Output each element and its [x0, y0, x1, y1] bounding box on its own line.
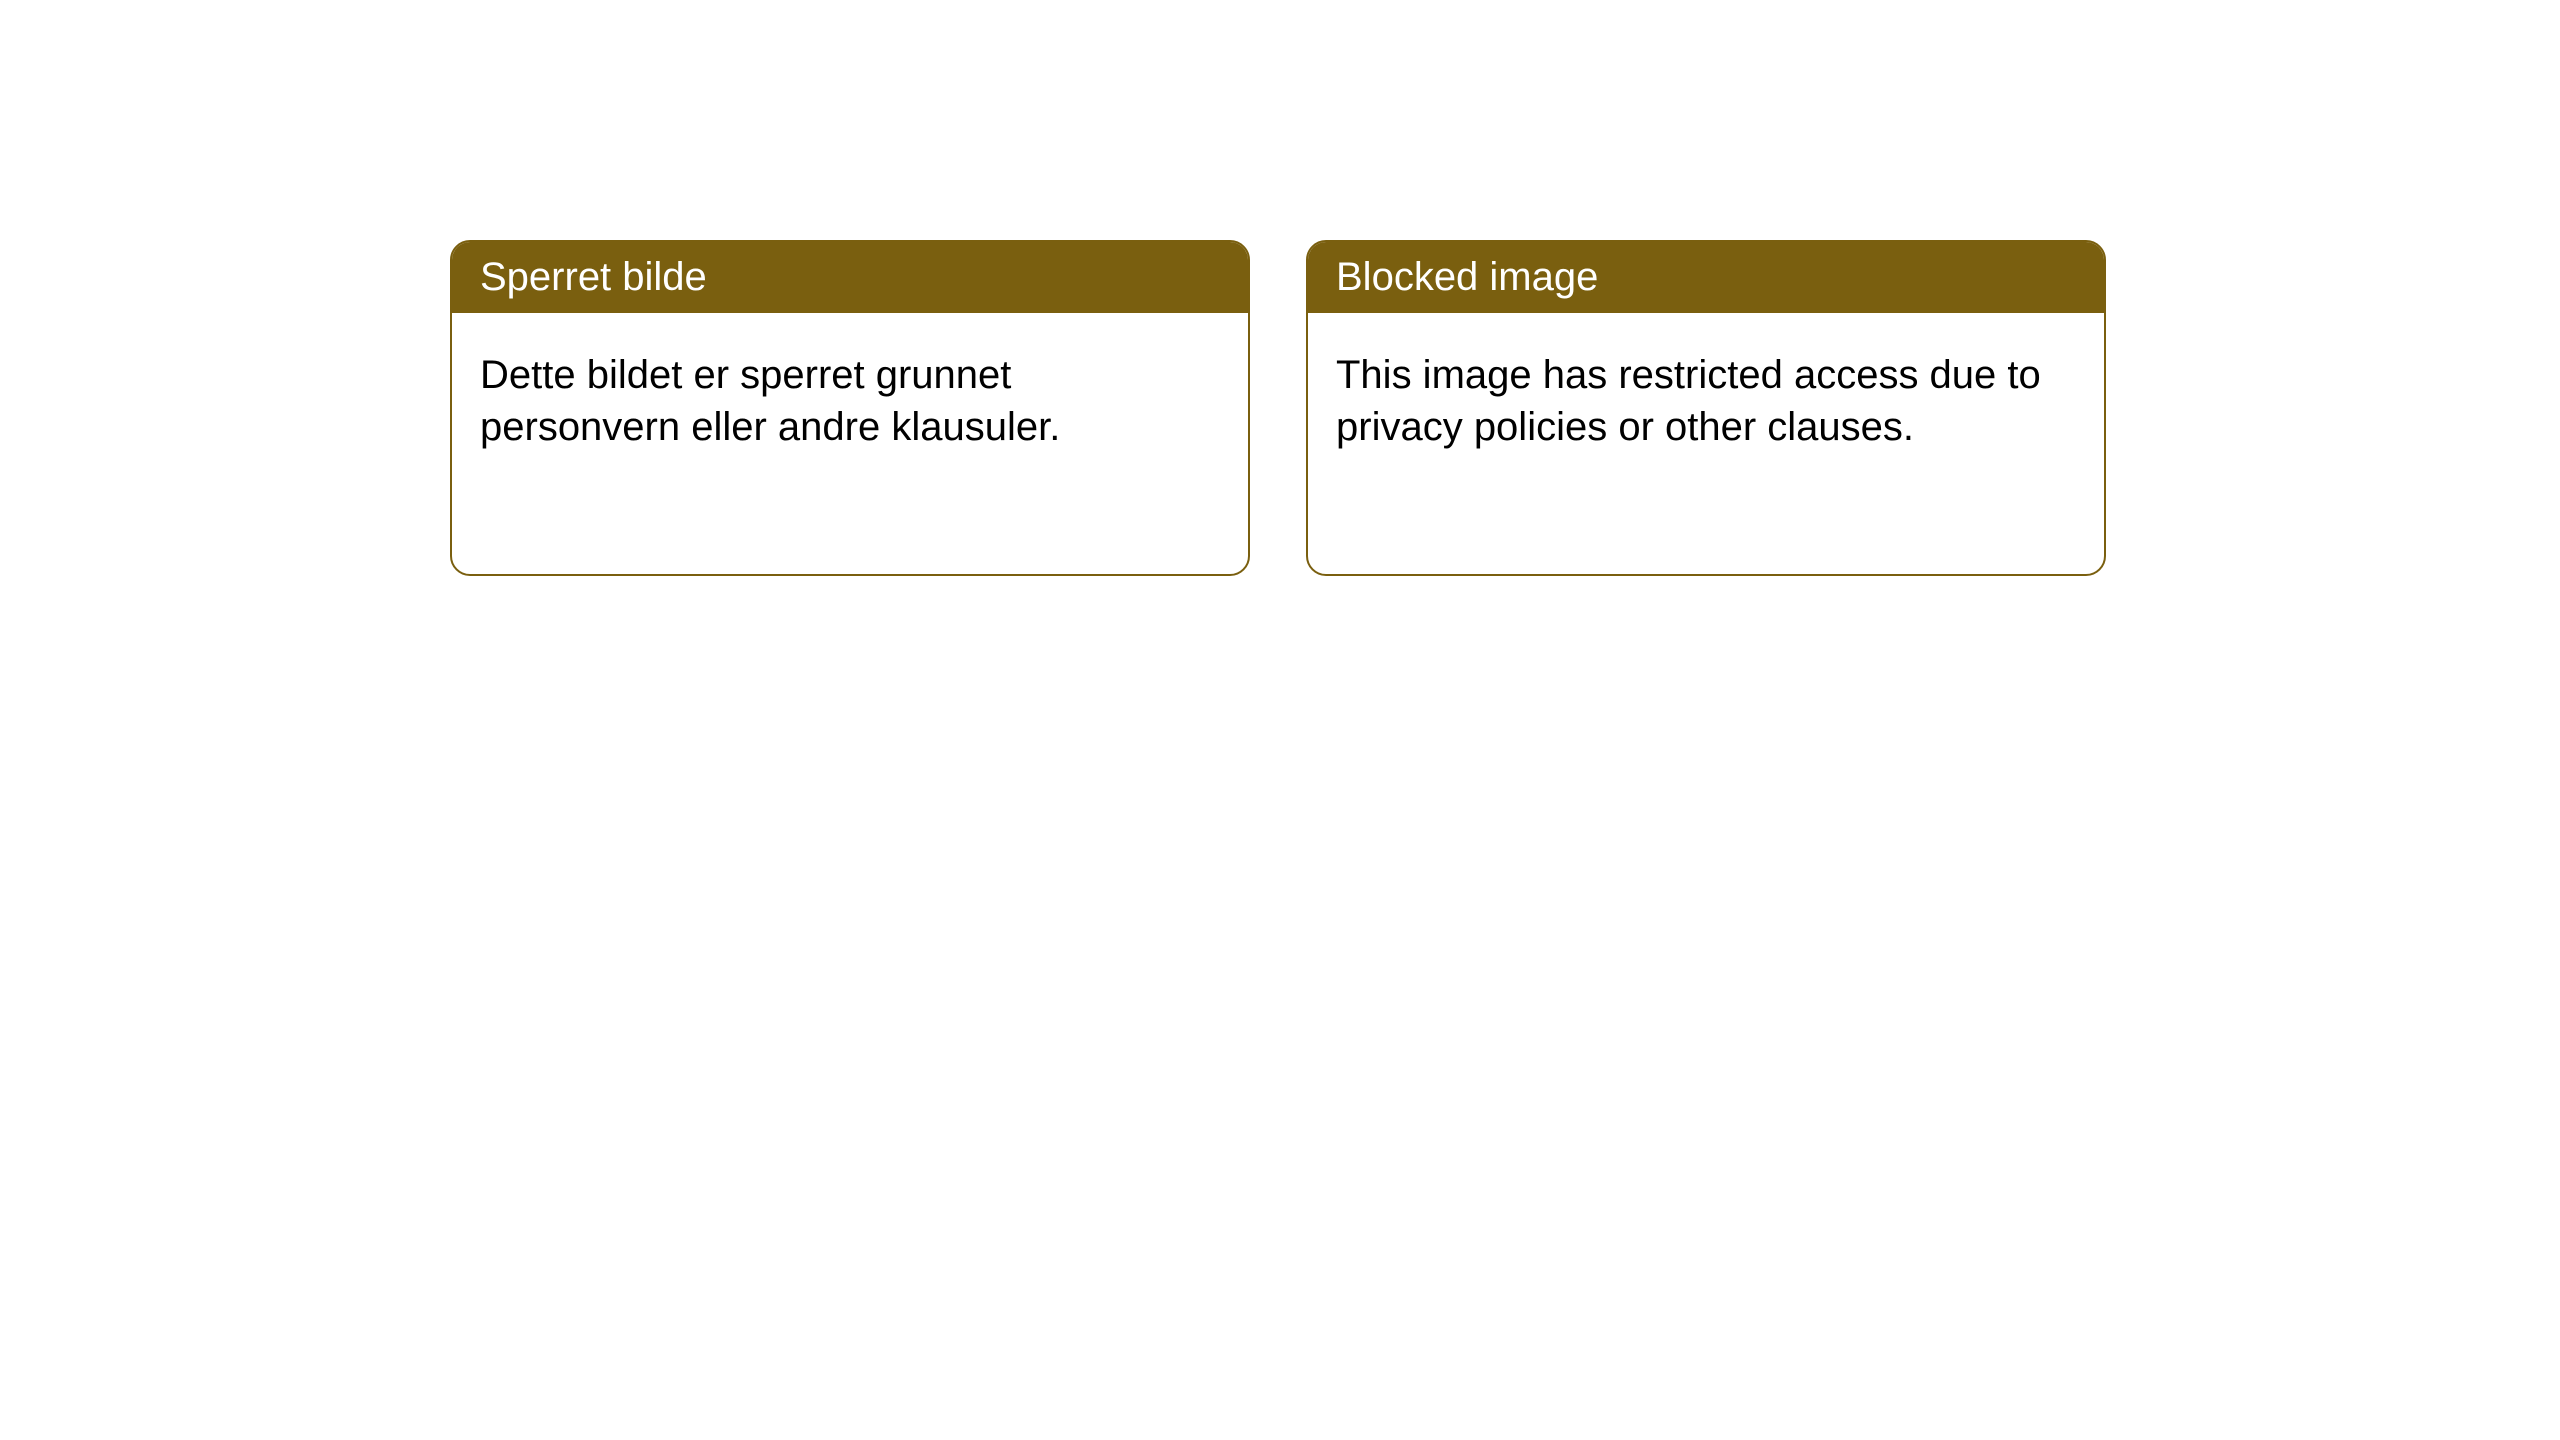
card-message: This image has restricted access due to … — [1336, 353, 2041, 449]
card-body-english: This image has restricted access due to … — [1308, 313, 2104, 489]
card-header-english: Blocked image — [1308, 242, 2104, 313]
notice-card-norwegian: Sperret bilde Dette bildet er sperret gr… — [450, 240, 1250, 576]
card-title: Sperret bilde — [480, 255, 707, 299]
notice-card-english: Blocked image This image has restricted … — [1306, 240, 2106, 576]
card-title: Blocked image — [1336, 255, 1598, 299]
card-body-norwegian: Dette bildet er sperret grunnet personve… — [452, 313, 1248, 489]
notice-container: Sperret bilde Dette bildet er sperret gr… — [0, 0, 2560, 576]
card-header-norwegian: Sperret bilde — [452, 242, 1248, 313]
card-message: Dette bildet er sperret grunnet personve… — [480, 353, 1060, 449]
